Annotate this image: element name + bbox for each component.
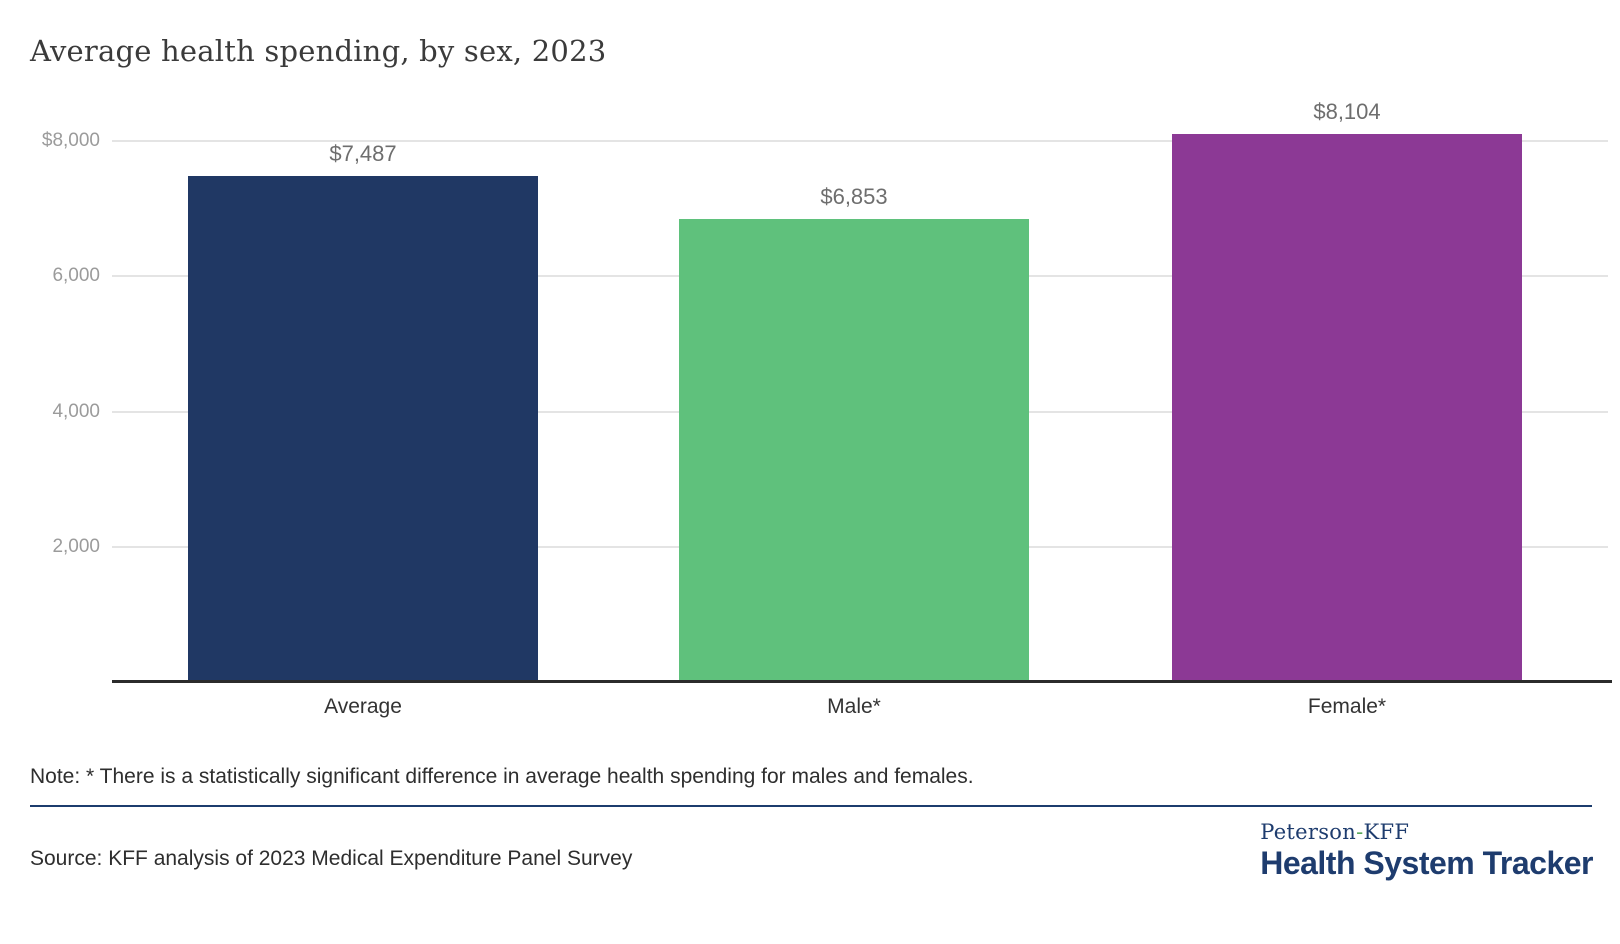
source-attribution: Source: KFF analysis of 2023 Medical Exp…	[30, 847, 633, 870]
y-tick-label-2000: 2,000	[52, 536, 100, 557]
x-axis-label-female: Female*	[1307, 695, 1387, 718]
logo-health-system-tracker: Health System Tracker	[1260, 845, 1593, 881]
x-axis-label-male: Male*	[827, 695, 881, 718]
value-label-male: $6,853	[820, 184, 888, 209]
value-label-female: $8,104	[1313, 99, 1381, 124]
footnote: Note: * There is a statistically signifi…	[30, 765, 974, 788]
bar-female[interactable]	[1172, 134, 1522, 682]
bar-average[interactable]	[188, 176, 538, 682]
value-label-average: $7,487	[329, 141, 397, 166]
bar-male[interactable]	[679, 219, 1029, 682]
peterson-kff-health-system-tracker-logo[interactable]: Peterson-KFF Health System Tracker	[1260, 820, 1593, 879]
x-axis-line	[112, 680, 1612, 683]
y-tick-label-8000: $8,000	[41, 130, 100, 151]
logo-peterson-text: Peterson	[1260, 820, 1357, 844]
y-tick-label-6000: 6,000	[52, 265, 100, 286]
logo-hyphen: -	[1356, 820, 1364, 844]
chart-title: Average health spending, by sex, 2023	[30, 34, 607, 68]
logo-peterson-kff: Peterson-KFF	[1260, 820, 1593, 844]
gridline-8000	[112, 140, 1608, 142]
y-tick-label-4000: 4,000	[52, 401, 100, 422]
footer-divider	[30, 805, 1592, 807]
x-axis-label-average: Average	[324, 695, 402, 718]
logo-kff-text: KFF	[1363, 820, 1410, 844]
